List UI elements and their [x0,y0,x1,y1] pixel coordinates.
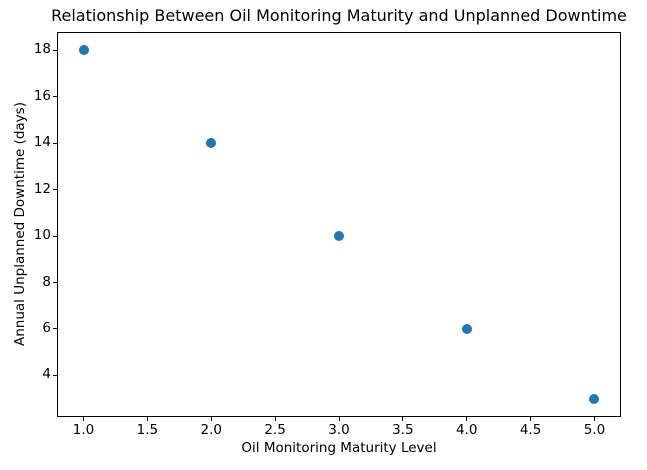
x-tick-mark [210,417,212,421]
data-point [461,323,472,334]
y-tick-label: 18 [33,41,51,58]
y-tick-mark [53,142,57,144]
y-tick-label: 14 [33,134,51,151]
plot-area [57,32,621,417]
y-tick-label: 16 [33,87,51,104]
x-tick-label: 3.0 [328,422,350,438]
y-tick-label: 8 [42,273,51,290]
x-tick-mark [146,417,148,421]
x-tick-label: 3.5 [392,422,414,438]
y-tick-mark [53,235,57,237]
x-tick-mark [593,417,595,421]
x-tick-mark [274,417,276,421]
x-tick-label: 1.0 [72,422,95,438]
x-tick-mark [338,417,340,421]
x-tick-mark [83,417,85,421]
y-tick-label: 6 [42,319,51,336]
x-tick-label: 2.0 [200,422,222,438]
x-tick-mark [402,417,404,421]
y-tick-label: 4 [42,366,51,383]
data-point [206,138,217,149]
data-point [589,393,600,404]
x-tick-mark [466,417,468,421]
data-point [334,231,344,242]
chart-title: Relationship Between Oil Monitoring Matu… [51,6,627,25]
data-point [78,45,89,56]
x-tick-label: 4.0 [455,422,478,438]
x-tick-mark [530,417,532,421]
x-tick-label: 2.5 [264,422,286,438]
y-tick-mark [53,282,57,284]
y-tick-mark [53,96,57,98]
x-tick-label: 5.0 [583,422,606,438]
y-tick-mark [53,189,57,191]
y-tick-mark [53,49,57,51]
x-tick-label: 1.5 [136,422,159,438]
y-tick-mark [53,328,57,330]
x-axis-label: Oil Monitoring Maturity Level [241,440,437,456]
x-tick-label: 4.5 [519,422,542,438]
y-tick-label: 10 [33,227,51,244]
y-tick-mark [53,374,57,376]
y-tick-label: 12 [33,180,51,197]
